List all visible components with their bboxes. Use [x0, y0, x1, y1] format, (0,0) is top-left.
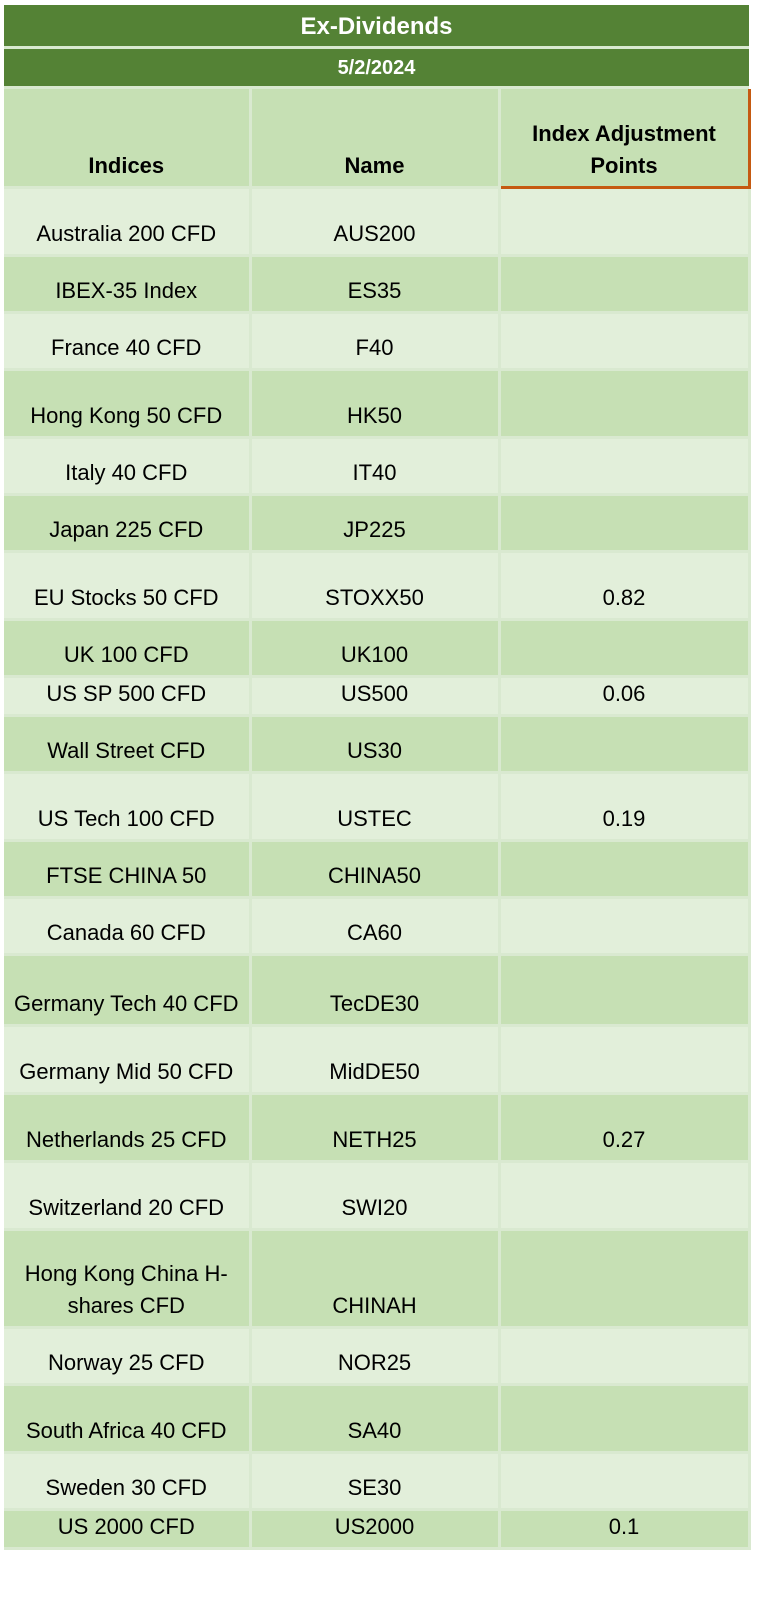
points-cell[interactable] [499, 619, 751, 678]
points-cell[interactable] [499, 1384, 751, 1454]
index-cell[interactable]: Norway 25 CFD [4, 1327, 252, 1386]
sheet-title: Ex-Dividends [4, 5, 749, 49]
index-cell[interactable]: Australia 200 CFD [4, 187, 252, 257]
index-cell[interactable]: Germany Tech 40 CFD [4, 954, 252, 1027]
table-row: EU Stocks 50 CFD STOXX50 0.82 [4, 551, 751, 621]
table-row: Germany Tech 40 CFD TecDE30 [4, 954, 751, 1027]
points-cell[interactable] [499, 255, 751, 314]
points-cell[interactable] [499, 1025, 751, 1095]
points-cell[interactable]: 0.19 [499, 772, 751, 842]
table-row: Hong Kong 50 CFD HK50 [4, 369, 751, 439]
name-cell[interactable]: CA60 [250, 897, 501, 956]
index-cell[interactable]: Canada 60 CFD [4, 897, 252, 956]
points-cell[interactable] [499, 840, 751, 899]
index-cell[interactable]: France 40 CFD [4, 312, 252, 371]
points-cell[interactable]: 0.27 [499, 1093, 751, 1163]
points-cell[interactable] [499, 437, 751, 496]
name-cell[interactable]: NOR25 [250, 1327, 501, 1386]
points-cell[interactable] [499, 187, 751, 257]
table-row: Wall Street CFD US30 [4, 715, 751, 774]
points-cell[interactable] [499, 312, 751, 371]
index-cell[interactable]: UK 100 CFD [4, 619, 252, 678]
name-cell[interactable]: MidDE50 [250, 1025, 501, 1095]
table-row: UK 100 CFD UK100 [4, 619, 751, 678]
name-cell[interactable]: US30 [250, 715, 501, 774]
index-cell[interactable]: FTSE CHINA 50 [4, 840, 252, 899]
name-cell[interactable]: CHINA50 [250, 840, 501, 899]
table-row: Norway 25 CFD NOR25 [4, 1327, 751, 1386]
header-indices[interactable]: Indices [4, 89, 252, 189]
index-cell[interactable]: US SP 500 CFD [4, 676, 252, 717]
points-cell[interactable] [499, 1161, 751, 1231]
ex-dividends-sheet: Ex-Dividends 5/2/2024 Indices Name Index… [4, 5, 751, 1550]
name-cell[interactable]: IT40 [250, 437, 501, 496]
name-cell[interactable]: CHINAH [250, 1229, 501, 1329]
name-cell[interactable]: TecDE30 [250, 954, 501, 1027]
table-row: US SP 500 CFD US500 0.06 [4, 676, 751, 717]
header-adjustment-points[interactable]: Index Adjustment Points [497, 89, 751, 189]
index-cell[interactable]: Italy 40 CFD [4, 437, 252, 496]
table-row: Hong Kong China H-shares CFD CHINAH [4, 1229, 751, 1329]
table-body: Australia 200 CFD AUS200 IBEX-35 Index ES35… [4, 187, 751, 1550]
index-cell[interactable]: Germany Mid 50 CFD [4, 1025, 252, 1095]
table-row: Switzerland 20 CFD SWI20 [4, 1161, 751, 1231]
name-cell[interactable]: SE30 [250, 1452, 501, 1511]
header-name[interactable]: Name [250, 89, 501, 189]
index-cell[interactable]: Hong Kong China H-shares CFD [4, 1229, 252, 1329]
index-cell[interactable]: EU Stocks 50 CFD [4, 551, 252, 621]
points-cell[interactable] [499, 369, 751, 439]
name-cell[interactable]: USTEC [250, 772, 501, 842]
name-cell[interactable]: ES35 [250, 255, 501, 314]
name-cell[interactable]: US2000 [250, 1509, 501, 1550]
index-cell[interactable]: IBEX-35 Index [4, 255, 252, 314]
name-cell[interactable]: SWI20 [250, 1161, 501, 1231]
table-row: Canada 60 CFD CA60 [4, 897, 751, 956]
points-cell[interactable] [499, 1327, 751, 1386]
points-cell[interactable] [499, 1229, 751, 1329]
index-cell[interactable]: US 2000 CFD [4, 1509, 252, 1550]
index-cell[interactable]: South Africa 40 CFD [4, 1384, 252, 1454]
name-cell[interactable]: AUS200 [250, 187, 501, 257]
points-cell[interactable]: 0.1 [499, 1509, 751, 1550]
table-row: US 2000 CFD US2000 0.1 [4, 1509, 751, 1550]
table-row: South Africa 40 CFD SA40 [4, 1384, 751, 1454]
table-row: Japan 225 CFD JP225 [4, 494, 751, 553]
name-cell[interactable]: F40 [250, 312, 501, 371]
name-cell[interactable]: UK100 [250, 619, 501, 678]
index-cell[interactable]: Hong Kong 50 CFD [4, 369, 252, 439]
name-cell[interactable]: SA40 [250, 1384, 501, 1454]
points-cell[interactable] [499, 897, 751, 956]
name-cell[interactable]: HK50 [250, 369, 501, 439]
index-cell[interactable]: Netherlands 25 CFD [4, 1093, 252, 1163]
points-cell[interactable]: 0.06 [499, 676, 751, 717]
index-cell[interactable]: Switzerland 20 CFD [4, 1161, 252, 1231]
ex-dividends-table: Indices Name Index Adjustment Points Aus… [4, 89, 751, 1550]
points-cell[interactable] [499, 1452, 751, 1511]
table-row: Netherlands 25 CFD NETH25 0.27 [4, 1093, 751, 1163]
points-cell[interactable]: 0.82 [499, 551, 751, 621]
points-cell[interactable] [499, 954, 751, 1027]
table-row: France 40 CFD F40 [4, 312, 751, 371]
name-cell[interactable]: STOXX50 [250, 551, 501, 621]
table-row: IBEX-35 Index ES35 [4, 255, 751, 314]
name-cell[interactable]: NETH25 [250, 1093, 501, 1163]
table-row: Italy 40 CFD IT40 [4, 437, 751, 496]
index-cell[interactable]: Sweden 30 CFD [4, 1452, 252, 1511]
sheet-date: 5/2/2024 [4, 49, 749, 89]
index-cell[interactable]: Wall Street CFD [4, 715, 252, 774]
points-cell[interactable] [499, 494, 751, 553]
table-row: Germany Mid 50 CFD MidDE50 [4, 1025, 751, 1095]
points-cell[interactable] [499, 715, 751, 774]
table-row: Australia 200 CFD AUS200 [4, 187, 751, 257]
table-row: FTSE CHINA 50 CHINA50 [4, 840, 751, 899]
table-row: US Tech 100 CFD USTEC 0.19 [4, 772, 751, 842]
name-cell[interactable]: US500 [250, 676, 501, 717]
header-row: Indices Name Index Adjustment Points [4, 89, 751, 189]
name-cell[interactable]: JP225 [250, 494, 501, 553]
index-cell[interactable]: Japan 225 CFD [4, 494, 252, 553]
index-cell[interactable]: US Tech 100 CFD [4, 772, 252, 842]
table-row: Sweden 30 CFD SE30 [4, 1452, 751, 1511]
